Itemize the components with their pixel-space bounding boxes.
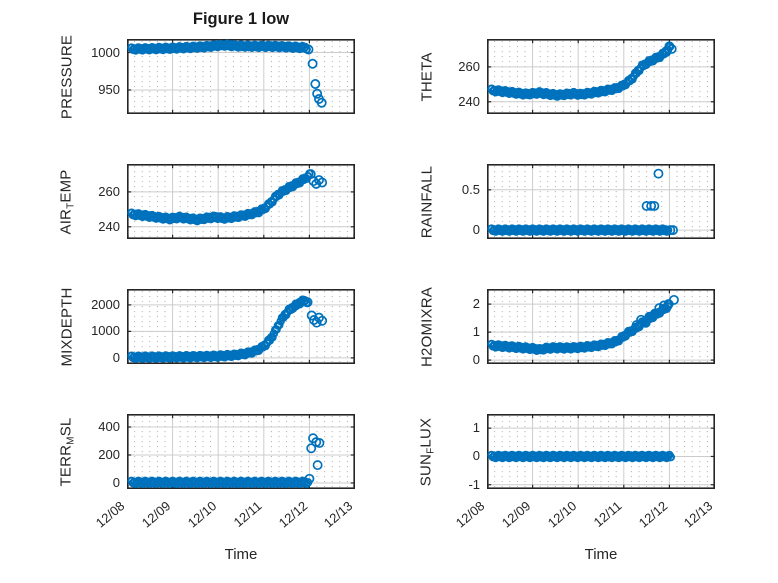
data-markers [487,450,676,463]
x-tick-label: 12/13 [321,498,356,531]
y-tick-label: 200 [98,446,120,462]
x-tick-label: 12/09 [138,498,174,531]
plot-area-h2omixra [487,289,715,365]
subplot-mixdepth: 0 1000 2000 MIXDEPTH [59,287,355,366]
plot-area-pressure [127,39,355,115]
x-tick-label: 12/09 [498,498,534,531]
subplot-pressure: 950 1000 PRESSURE [59,34,355,119]
data-markers [127,295,311,363]
figure-title: Figure 1 low [192,10,290,28]
subplot-air_temp: 240 260 AIRTEMP [58,164,355,240]
y-axis-label: PRESSURE [58,34,76,119]
x-tick-label: 12/11 [590,498,625,530]
data-markers [127,39,311,55]
plot-area-rainfall [487,164,715,240]
major-grid [128,165,354,238]
outlier-markers [631,294,679,331]
plot-area-sun_flux [487,414,715,490]
x-tick-label: 12/10 [184,498,220,531]
y-tick-label: 1000 [91,323,120,339]
data-markers [127,169,314,226]
subplot-sun_flux: -1 0 1 SUNFLUX 12/08 12/09 12/10 12/11 12/12 12/1… [418,414,716,563]
outlier-markers [641,168,678,236]
outlier-markers [286,295,328,328]
plot-area-terr_msl [127,414,355,490]
outlier-markers [305,169,328,189]
x-tick-label: 12/13 [681,498,716,531]
y-tick-label: 1000 [91,44,120,60]
y-tick-label: 950 [98,82,120,97]
y-axis-label: AIRTEMP [57,168,77,235]
axes-box [487,39,715,115]
data-markers [127,476,313,489]
x-tick-label: 12/12 [635,498,671,531]
y-axis-label: RAINFALL [418,165,436,238]
y-axis-label: MIXDEPTH [58,286,76,367]
y-axis-label: SUNFLUX [417,417,437,486]
outlier-markers [661,41,677,57]
y-tick-label: 0 [472,448,480,464]
outlier-markers [303,44,327,108]
subplot-h2omixra: 0 1 2 H2OMIXRA [419,287,715,367]
y-tick-label: 1 [472,324,480,340]
x-tick-label: 12/11 [230,498,265,530]
y-tick-label: 240 [98,218,120,234]
y-tick-label: -1 [468,476,480,492]
axes-box [487,164,715,240]
y-tick-label: 1 [472,420,480,436]
y-tick-label: 0 [472,352,480,368]
axes-box [127,414,355,490]
axes-box [487,289,715,365]
minor-grid [134,166,348,237]
x-tick-label: 12/08 [453,498,488,531]
x-axis-label: Time [224,546,258,563]
axes-box [127,164,355,240]
y-tick-label: 0 [112,349,120,365]
y-axis-label: TERRMSL [57,417,77,486]
y-tick-label: 260 [458,58,480,74]
subplot-terr_msl: 0 200 400 TERRMSL 12/08 12/09 12/10 12/11 12/12 1… [58,414,356,563]
minor-grid [134,416,348,487]
outlier-markers [304,433,325,484]
y-tick-label: 260 [98,183,120,199]
y-axis-label: THETA [418,51,436,102]
data-markers [487,42,674,101]
x-tick-label: 12/10 [544,498,580,531]
y-tick-label: 240 [458,93,480,109]
plot-area-air_temp [127,164,355,240]
axes-box [127,289,355,365]
y-tick-label: 0 [472,222,480,238]
y-tick-label: 0.5 [461,181,480,197]
x-tick-label: 12/12 [275,498,311,531]
subplot-theta: 240 260 THETA [419,39,715,115]
minor-grid [494,166,708,237]
data-markers [487,224,673,236]
axes-box [487,414,715,490]
y-axis-label: H2OMIXRA [418,286,436,367]
y-tick-label: 2000 [91,296,120,312]
minor-grid [134,41,348,112]
minor-grid [494,291,708,362]
plot-area-mixdepth [127,289,355,365]
plot-area-theta [487,39,715,115]
subplot-rainfall: 0 0.5 RAINFALL [419,164,715,240]
x-tick-label: 12/08 [93,498,128,531]
y-tick-label: 0 [112,474,120,490]
y-tick-label: 2 [472,296,480,312]
major-grid [488,40,714,113]
x-axis-label: Time [584,546,618,563]
y-tick-label: 400 [98,419,120,434]
